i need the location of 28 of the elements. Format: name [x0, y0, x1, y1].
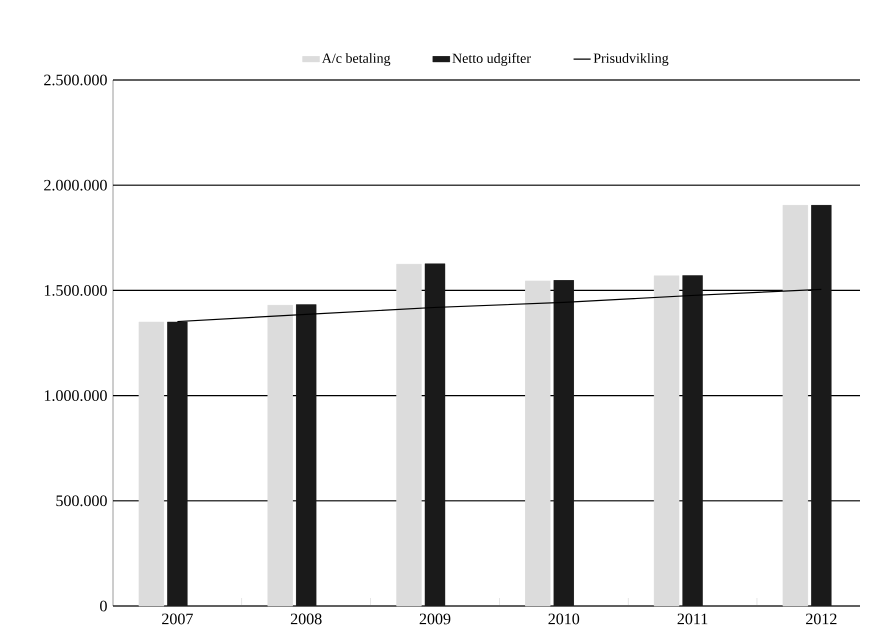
legend-label: A/c betaling: [322, 53, 390, 66]
bar: [138, 322, 164, 606]
y-tick-label: 2.500.000: [44, 74, 107, 86]
x-tick-label: 2012: [806, 614, 836, 624]
x-tick-label: 2008: [290, 614, 322, 624]
bar: [811, 204, 832, 606]
bar: [424, 263, 446, 606]
bar: [167, 322, 188, 606]
y-tick-label: 2.000.000: [44, 180, 107, 191]
x-tick-label: 2010: [548, 614, 580, 624]
bar: [682, 275, 703, 606]
y-tick-label: 1.000.000: [44, 390, 107, 402]
bar: [396, 264, 422, 606]
legend-label: Prisudvikling: [594, 53, 668, 66]
y-tick-label: 0: [100, 600, 107, 612]
bar: [782, 204, 808, 606]
bar: [654, 275, 680, 606]
legend-label: Netto udgifter: [452, 53, 531, 66]
y-tick-label: 500.000: [56, 495, 107, 506]
bar: [554, 280, 574, 606]
x-tick-label: 2009: [420, 614, 450, 624]
x-tick-label: 2007: [162, 614, 193, 624]
bar: [267, 304, 293, 606]
bar: [296, 304, 316, 606]
line-series: [176, 288, 822, 322]
x-tick-label: 2011: [678, 614, 708, 624]
y-tick-label: 1.500.000: [44, 284, 107, 296]
bar: [525, 280, 550, 606]
